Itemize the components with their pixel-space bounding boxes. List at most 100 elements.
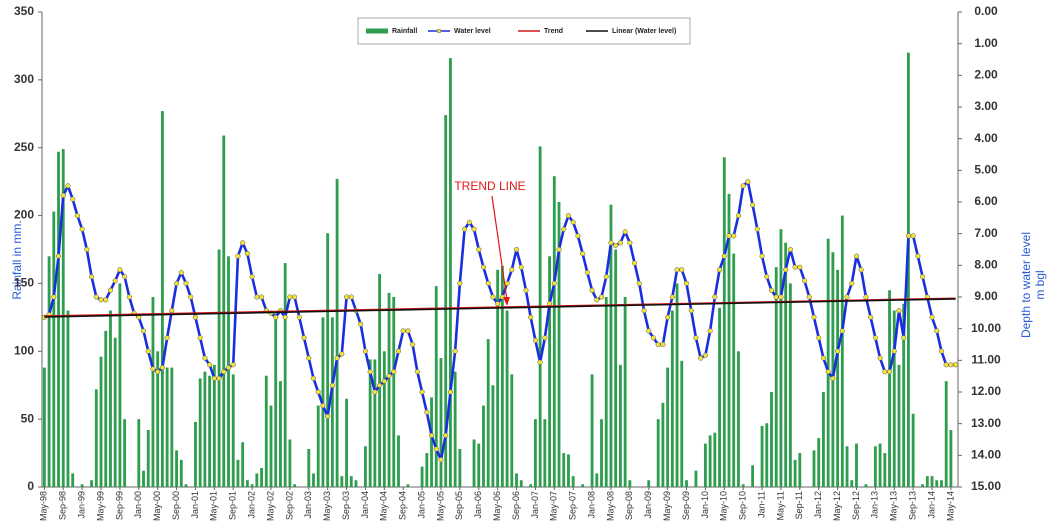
- bar: [845, 446, 849, 487]
- bar: [449, 58, 452, 488]
- bar: [71, 473, 75, 487]
- x-tick-label: Sep-01: [228, 491, 238, 520]
- water-level-point: [580, 251, 586, 257]
- water-level-point: [910, 233, 916, 239]
- bar: [472, 439, 476, 487]
- bar: [675, 283, 679, 487]
- bar: [623, 297, 627, 487]
- bar: [406, 484, 410, 487]
- x-tick-label: May-09: [662, 491, 672, 521]
- bar: [666, 367, 670, 487]
- y-tick-label: 150: [14, 276, 34, 290]
- x-tick-label: Sep-03: [341, 491, 351, 520]
- bar: [590, 374, 594, 487]
- bar: [160, 111, 164, 488]
- bar: [505, 310, 509, 487]
- water-level-point: [60, 192, 66, 198]
- bar: [940, 480, 943, 487]
- water-level-point: [627, 240, 633, 246]
- bar: [269, 405, 273, 487]
- x-tick-label: Sep-10: [738, 491, 748, 520]
- bar: [614, 249, 618, 487]
- water-level-point: [915, 253, 921, 259]
- x-tick-label: May-14: [945, 491, 955, 521]
- bar: [354, 480, 358, 487]
- y2-tick-label: 7.00: [974, 226, 998, 240]
- y2-tick-label: 6.00: [974, 194, 998, 208]
- bar: [911, 413, 915, 487]
- bar: [335, 178, 339, 487]
- water-level-point: [334, 355, 340, 361]
- y2-tick-label: 8.00: [974, 258, 998, 272]
- y2-axis-label: Depth to water level: [1019, 232, 1033, 338]
- x-tick-label: Sep-07: [568, 491, 578, 520]
- water-level-point: [683, 280, 690, 286]
- x-tick-label: Sep-08: [624, 491, 634, 520]
- water-level-point: [254, 294, 260, 300]
- y-tick-label: 350: [14, 4, 34, 18]
- water-level-point: [159, 365, 165, 371]
- water-level-point: [721, 253, 727, 259]
- water-level-point: [235, 253, 241, 259]
- water-level-point: [938, 348, 945, 354]
- x-tick-label: Jan-07: [530, 491, 540, 519]
- water-level-point: [853, 253, 860, 259]
- bar: [66, 310, 70, 487]
- water-level-point: [310, 375, 317, 381]
- bar: [123, 419, 127, 487]
- bar: [618, 364, 622, 487]
- water-level-point: [178, 270, 184, 276]
- water-level-point: [570, 219, 576, 225]
- water-level-point: [419, 389, 425, 395]
- water-level-point: [89, 274, 95, 280]
- y2-tick-label: 0.00: [974, 4, 998, 18]
- bar: [595, 473, 599, 487]
- bar: [47, 256, 51, 487]
- water-level-point: [688, 308, 694, 314]
- water-level-point: [183, 280, 189, 286]
- bar: [935, 480, 939, 487]
- bar: [90, 480, 93, 487]
- bar: [80, 484, 84, 487]
- y-tick-label: 100: [14, 343, 34, 357]
- water-level-point: [471, 226, 477, 232]
- water-level-point: [745, 179, 751, 185]
- bar: [430, 397, 433, 487]
- water-level-point: [820, 355, 826, 361]
- bar: [312, 473, 315, 487]
- water-level-point: [679, 267, 685, 273]
- bar: [788, 283, 792, 487]
- bar: [146, 430, 150, 487]
- water-level-point: [891, 348, 897, 354]
- water-level-point: [740, 183, 746, 189]
- bar: [203, 371, 207, 487]
- water-level-point: [221, 369, 227, 375]
- water-level-point: [584, 270, 590, 276]
- bar: [231, 374, 235, 487]
- water-level-point: [750, 202, 756, 208]
- water-level-point: [811, 314, 817, 320]
- bar: [770, 392, 773, 487]
- x-tick-label: Jan-12: [813, 491, 823, 519]
- water-level-point: [830, 375, 836, 381]
- bar: [118, 283, 122, 487]
- water-level-point: [414, 369, 420, 375]
- water-level-point: [613, 242, 619, 248]
- bar: [165, 367, 169, 487]
- bar: [279, 381, 282, 487]
- water-level-point: [773, 294, 779, 300]
- bar: [288, 439, 292, 487]
- bar: [888, 290, 891, 487]
- bar: [760, 425, 764, 487]
- bar: [930, 476, 934, 487]
- water-level-point: [797, 264, 803, 270]
- x-tick-label: May-07: [549, 491, 559, 521]
- bar: [604, 297, 608, 487]
- water-level-point: [480, 264, 487, 270]
- water-level-point: [603, 274, 609, 280]
- x-tick-label: May-00: [152, 491, 162, 521]
- x-tick-label: Jan-09: [643, 491, 653, 519]
- x-tick-label: Sep-06: [511, 491, 521, 520]
- water-level-point: [65, 183, 71, 189]
- water-level-point: [126, 294, 132, 300]
